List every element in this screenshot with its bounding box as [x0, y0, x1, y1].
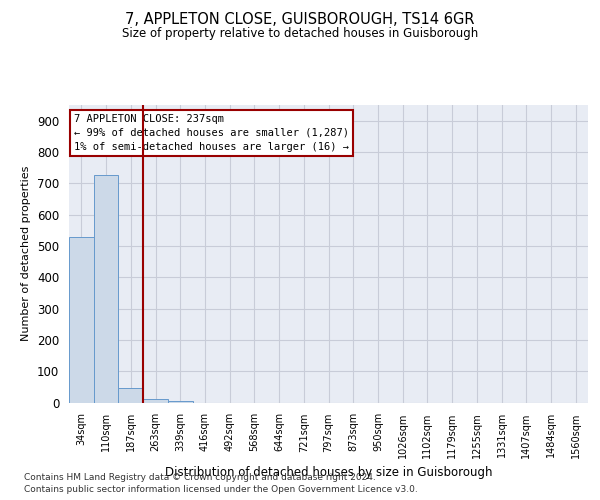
- Bar: [143, 399, 168, 402]
- Bar: [168, 401, 193, 402]
- Bar: [118, 388, 143, 402]
- Text: 7 APPLETON CLOSE: 237sqm
← 99% of detached houses are smaller (1,287)
1% of semi: 7 APPLETON CLOSE: 237sqm ← 99% of detach…: [74, 114, 349, 152]
- Text: Contains HM Land Registry data © Crown copyright and database right 2024.: Contains HM Land Registry data © Crown c…: [24, 472, 376, 482]
- X-axis label: Distribution of detached houses by size in Guisborough: Distribution of detached houses by size …: [165, 466, 492, 479]
- Text: Size of property relative to detached houses in Guisborough: Size of property relative to detached ho…: [122, 28, 478, 40]
- Text: 7, APPLETON CLOSE, GUISBOROUGH, TS14 6GR: 7, APPLETON CLOSE, GUISBOROUGH, TS14 6GR: [125, 12, 475, 28]
- Y-axis label: Number of detached properties: Number of detached properties: [22, 166, 31, 342]
- Bar: [69, 238, 94, 402]
- Text: Contains public sector information licensed under the Open Government Licence v3: Contains public sector information licen…: [24, 485, 418, 494]
- Bar: [94, 174, 118, 402]
